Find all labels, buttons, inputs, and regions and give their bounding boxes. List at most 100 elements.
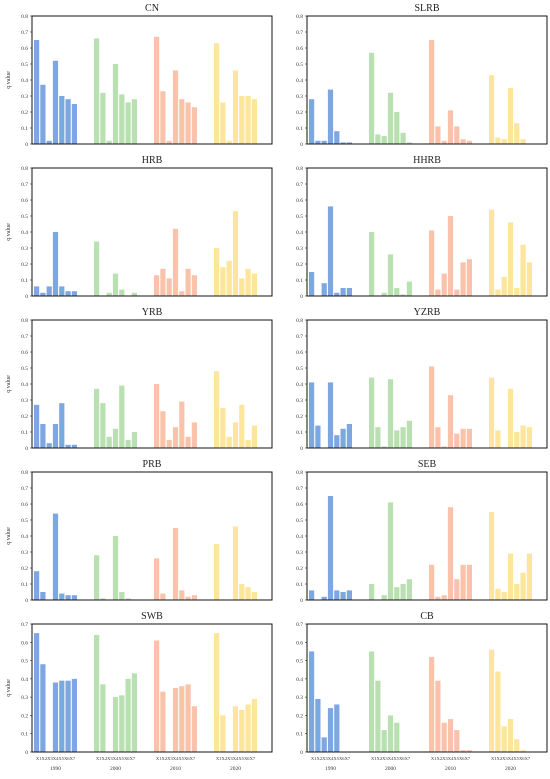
y-tick-label: 0.2 — [21, 414, 28, 420]
bar-2020-x7 — [251, 698, 257, 752]
x-year-label: 2020 — [505, 766, 516, 772]
bar-2020-x3 — [501, 726, 507, 752]
x-year-label: 1990 — [50, 766, 61, 772]
bar-1990-x7 — [346, 142, 352, 144]
bar-2020-x5 — [239, 404, 245, 448]
bar-2000-x2 — [375, 427, 381, 448]
chart-svg: CN 0 0.1 0.2 0.3 0.4 0.5 0.6 0.7 0.8 q value — [6, 3, 273, 148]
bar-2020-x4 — [507, 222, 514, 296]
bar-1990-x6 — [65, 680, 71, 752]
bar-2010-x7 — [466, 428, 472, 448]
y-tick-label: 0.1 — [296, 582, 303, 588]
bar-2000-x6 — [400, 584, 406, 600]
chart-svg: SWB 0 0.1 0.2 0.3 0.4 0.5 0.6 0.7 q value X1X2X3X4… — [6, 611, 273, 772]
bar-2020-x7 — [251, 99, 257, 144]
bar-2000-x6 — [400, 132, 406, 144]
bar-1990-x6 — [65, 99, 71, 144]
bar-2020-x1 — [214, 248, 220, 296]
bar-2010-x2 — [435, 427, 441, 448]
y-tick-label: 0.2 — [296, 713, 303, 719]
chart-panel-prb: PRB 0 0.1 0.2 0.3 0.4 0.5 0.6 0.7 0.8 q value — [0, 456, 275, 608]
chart-svg: YZRB 0 0.1 0.2 0.3 0.4 0.5 0.6 0.7 0.8 — [296, 307, 548, 452]
bar-1990-x3 — [46, 286, 52, 296]
bar-1990-x7 — [346, 288, 352, 296]
bar-2000-x2 — [375, 680, 381, 752]
chart-title: YRB — [142, 307, 163, 318]
bar-2000-x2 — [100, 598, 106, 600]
chart-panel-hrb: HRB 0 0.1 0.2 0.3 0.4 0.5 0.6 0.7 0.8 q value — [0, 152, 275, 304]
bar-2020-x1 — [489, 209, 495, 296]
bar-1990-x4 — [327, 382, 334, 448]
bar-2010-x5 — [454, 126, 460, 144]
bar-2020-x6 — [245, 587, 251, 600]
bar-2020-x5 — [239, 96, 245, 144]
y-tick-label: 0 — [300, 446, 303, 452]
y-tick-label: 0.4 — [296, 677, 303, 683]
bar-2000-x6 — [400, 294, 406, 296]
y-tick-label: 0.8 — [21, 166, 28, 172]
y-tick-label: 0.2 — [21, 713, 28, 719]
y-tick-label: 0.2 — [296, 566, 303, 572]
bar-2020-x2 — [220, 102, 226, 144]
x-year-label: 2010 — [170, 766, 181, 772]
bar-2010-x4 — [447, 507, 454, 600]
bar-1990-x6 — [65, 595, 71, 600]
bar-2020-x7 — [526, 262, 532, 296]
chart-svg: CB 0 0.1 0.2 0.3 0.4 0.5 0.6 0.7 X1X2X3X4X5X6X7 19… — [296, 611, 548, 772]
y-tick-label: 0 — [300, 142, 303, 148]
y-tick-label: 0.7 — [21, 182, 28, 188]
y-tick-label: 0.7 — [296, 622, 303, 628]
bar-2010-x1 — [429, 230, 435, 296]
bar-2000-x1 — [94, 388, 100, 448]
bar-1990-x5 — [59, 286, 65, 296]
bar-1990-x5 — [334, 590, 340, 600]
y-tick-label: 0.3 — [296, 246, 303, 252]
plot-frame — [306, 471, 548, 601]
x-variable-labels: X1X2X3X4X5X6X7 — [491, 756, 531, 761]
x-variable-labels: X1X2X3X4X5X6X7 — [96, 756, 136, 761]
chart-title: HHRB — [413, 155, 441, 166]
bar-2010-x5 — [179, 291, 185, 296]
chart-panel-yrb: YRB 0 0.1 0.2 0.3 0.4 0.5 0.6 0.7 0.8 q value — [0, 304, 275, 456]
y-tick-label: 0.6 — [296, 640, 303, 646]
bar-2020-x4 — [232, 422, 239, 448]
y-tick-label: 0.4 — [296, 78, 303, 84]
chart-title: SLRB — [414, 3, 439, 14]
y-axis-label: q value — [6, 527, 12, 545]
y-tick-label: 0.2 — [21, 566, 28, 572]
y-tick-label: 0.3 — [296, 94, 303, 100]
bar-2000-x1 — [369, 52, 375, 144]
bar-2000-x7 — [406, 420, 412, 448]
bar-2020-x3 — [226, 260, 232, 296]
bar-1990-x3 — [46, 140, 52, 144]
bar-1990-x4 — [327, 89, 334, 144]
bar-1990-x2 — [40, 292, 46, 296]
bar-2010-x1 — [154, 36, 160, 144]
chart-svg: SEB 0 0.1 0.2 0.3 0.4 0.5 0.6 0.7 0.8 — [296, 459, 548, 604]
bar-2000-x5 — [394, 587, 400, 600]
bar-2010-x2 — [160, 268, 166, 296]
bar-1990-x2 — [315, 140, 321, 144]
bar-2020-x6 — [520, 139, 526, 144]
bar-1990-x4 — [52, 513, 59, 600]
bar-2000-x7 — [131, 99, 137, 144]
bar-2020-x2 — [220, 267, 226, 296]
bar-2020-x5 — [514, 288, 520, 296]
bar-2000-x3 — [106, 436, 112, 448]
y-axis-label: q value — [6, 71, 12, 89]
bar-2010-x3 — [441, 722, 447, 752]
bar-2020-x4 — [507, 88, 514, 144]
bar-2000-x6 — [125, 678, 131, 752]
y-tick-label: 0.3 — [21, 94, 28, 100]
y-tick-label: 0.7 — [21, 334, 28, 340]
bar-1990-x4 — [52, 232, 59, 296]
bar-2020-x7 — [526, 427, 532, 448]
bar-2000-x4 — [387, 92, 394, 144]
bar-1990-x6 — [340, 428, 346, 448]
y-tick-label: 0.5 — [21, 214, 28, 220]
bar-2000-x5 — [119, 592, 125, 600]
y-tick-label: 0.1 — [296, 278, 303, 284]
chart-panel-yzrb: YZRB 0 0.1 0.2 0.3 0.4 0.5 0.6 0.7 0.8 — [275, 304, 550, 456]
y-tick-label: 0.2 — [296, 110, 303, 116]
x-variable-labels: X1X2X3X4X5X6X7 — [36, 756, 76, 761]
